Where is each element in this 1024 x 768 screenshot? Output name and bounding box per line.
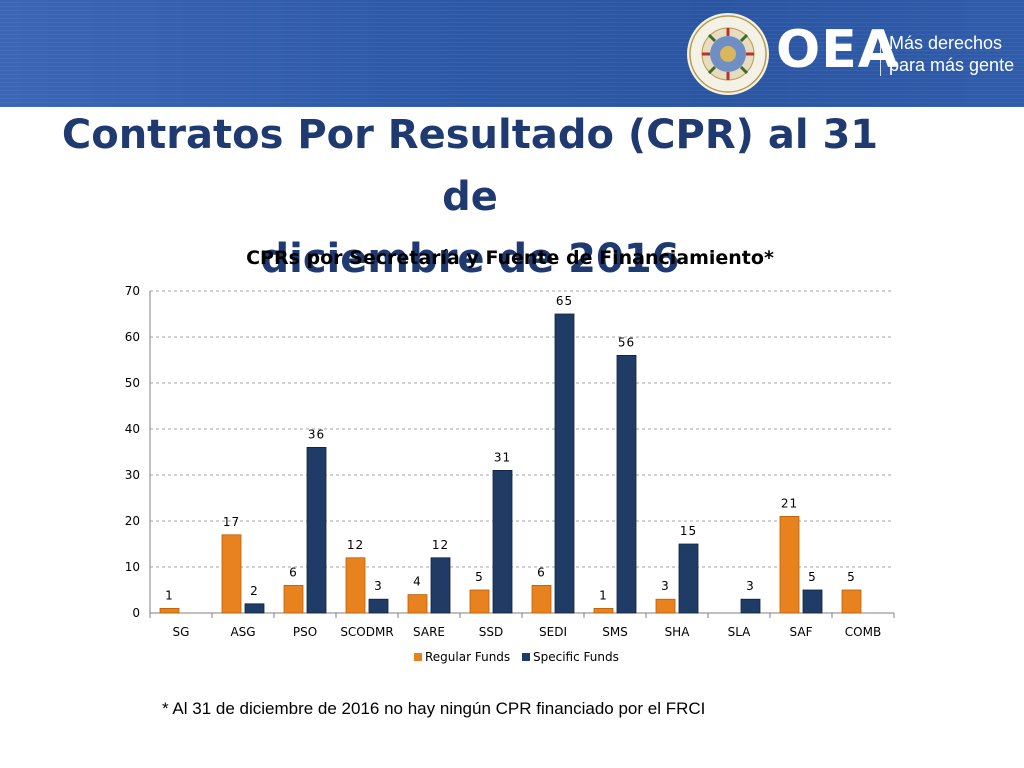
- data-label: 17: [223, 515, 240, 529]
- data-label: 1: [165, 588, 174, 602]
- x-tick-label: PSO: [293, 625, 317, 639]
- x-tick-label: SSD: [479, 625, 503, 639]
- bar-specific-funds: [368, 598, 389, 614]
- legend-specific-funds-swatch: [522, 653, 530, 661]
- y-tick-label: 30: [125, 468, 140, 482]
- bar-specific-funds: [678, 543, 699, 614]
- x-tick-label: COMB: [845, 625, 881, 639]
- slide-title-line-2: diciembre de 2016: [260, 236, 680, 282]
- data-label: 2: [250, 584, 259, 598]
- data-label: 5: [808, 570, 817, 584]
- bar-regular-funds: [159, 608, 180, 614]
- logo-text: OEA: [776, 20, 899, 80]
- bar-specific-funds: [244, 603, 265, 614]
- data-label: 65: [556, 294, 573, 308]
- bar-regular-funds: [593, 608, 614, 614]
- bar-specific-funds: [740, 598, 761, 614]
- logo-divider: [880, 30, 881, 76]
- slogan-line-1: Más derechos: [889, 33, 1003, 53]
- data-label: 21: [781, 496, 798, 510]
- data-label: 5: [475, 570, 484, 584]
- y-tick-label: 20: [125, 514, 140, 528]
- slogan-line-2: para más gente: [889, 55, 1015, 75]
- banner-texture: [0, 0, 1024, 107]
- y-tick-label: 60: [125, 330, 140, 344]
- legend-regular-funds-swatch: [414, 653, 422, 661]
- data-label: 36: [308, 427, 325, 441]
- data-label: 4: [413, 575, 422, 589]
- x-tick-label: SARE: [413, 625, 445, 639]
- data-label: 31: [494, 450, 511, 464]
- bar-regular-funds: [841, 589, 862, 614]
- bar-specific-funds: [306, 446, 327, 614]
- data-label: 6: [289, 565, 298, 579]
- bar-regular-funds: [779, 516, 800, 614]
- legend-specific-funds-label: Specific Funds: [533, 650, 619, 664]
- bar-regular-funds: [655, 598, 676, 614]
- header-banner: OEA Más derechos para más gente: [0, 0, 1024, 107]
- x-tick-label: SAF: [790, 625, 813, 639]
- data-label: 6: [537, 565, 546, 579]
- y-tick-label: 10: [125, 560, 140, 574]
- bar-specific-funds: [492, 469, 513, 614]
- legend-regular-funds-label: Regular Funds: [425, 650, 510, 664]
- data-label: 15: [680, 524, 697, 538]
- y-tick-label: 40: [125, 422, 140, 436]
- chart-title: CPRs por Secretaría y Fuente de Financia…: [246, 247, 774, 269]
- bar-regular-funds: [469, 589, 490, 614]
- y-tick-label: 50: [125, 376, 140, 390]
- bar-regular-funds: [531, 585, 552, 614]
- x-tick-label: SEDI: [539, 625, 567, 639]
- bar-regular-funds: [221, 534, 242, 614]
- slogan: Más derechos para más gente: [889, 32, 1014, 76]
- bar-specific-funds: [616, 354, 637, 614]
- x-tick-label: SLA: [728, 625, 752, 639]
- bar-regular-funds: [345, 557, 366, 614]
- slide-title-line-1: Contratos Por Resultado (CPR) al 31 de: [61, 112, 879, 220]
- y-tick-label: 0: [132, 606, 140, 620]
- x-tick-label: SMS: [602, 625, 628, 639]
- data-label: 3: [661, 579, 670, 593]
- bar-regular-funds: [283, 585, 304, 614]
- bar-specific-funds: [802, 589, 823, 614]
- x-tick-label: ASG: [230, 625, 255, 639]
- bar-specific-funds: [430, 557, 451, 614]
- data-label: 3: [746, 579, 755, 593]
- x-tick-label: SHA: [665, 625, 691, 639]
- oas-seal-icon: [687, 13, 769, 95]
- data-label: 12: [432, 538, 449, 552]
- bar-specific-funds: [554, 313, 575, 614]
- x-tick-label: SCODMR: [340, 625, 393, 639]
- data-label: 5: [847, 570, 856, 584]
- slide-title: Contratos Por Resultado (CPR) al 31 de d…: [40, 104, 900, 290]
- x-tick-label: SG: [173, 625, 190, 639]
- footnote: * Al 31 de diciembre de 2016 no hay ning…: [162, 699, 706, 718]
- data-label: 56: [618, 335, 635, 349]
- y-tick-label: 70: [125, 284, 140, 298]
- data-label: 12: [347, 538, 364, 552]
- data-label: 1: [599, 588, 608, 602]
- bar-regular-funds: [407, 594, 428, 614]
- data-label: 3: [374, 579, 383, 593]
